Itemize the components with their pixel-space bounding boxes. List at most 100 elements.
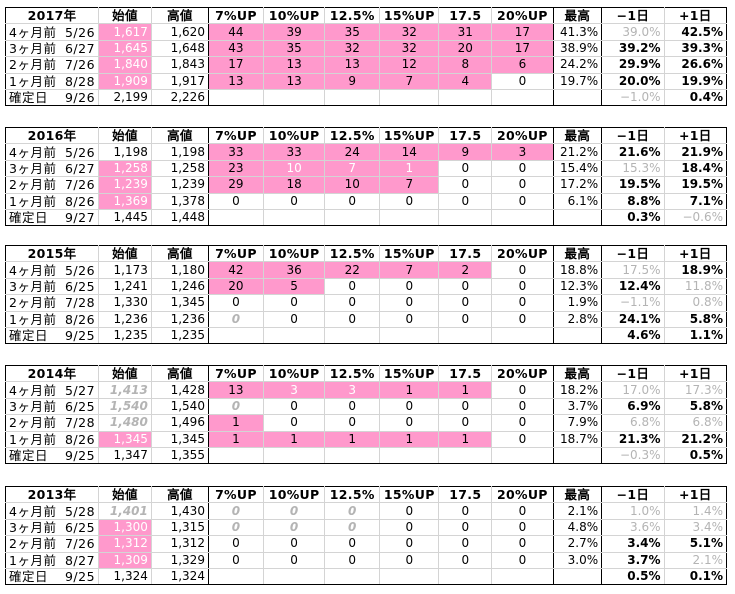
open-price[interactable]: 1,198 [98, 143, 152, 161]
minus1-day[interactable]: 8.8% [601, 193, 665, 210]
max-rate[interactable] [553, 447, 603, 465]
up-count-17.5[interactable]: 0 [438, 160, 493, 178]
minus1-day[interactable]: 39.2% [601, 40, 665, 58]
row-label[interactable]: 4ヶ月前 5/26 [4, 23, 100, 41]
open-price[interactable]: 1,369 [98, 193, 152, 210]
column-header[interactable]: 12.5% [324, 485, 381, 504]
column-header[interactable]: 15%UP [379, 6, 440, 25]
plus1-day[interactable]: −0.6% [664, 209, 728, 227]
up-count-12.5%[interactable] [324, 447, 381, 465]
max-rate[interactable] [553, 209, 603, 227]
up-count-12.5%[interactable]: 0 [324, 552, 381, 569]
up-count-15%UP[interactable]: 0 [379, 502, 440, 520]
max-rate[interactable]: 3.0% [553, 552, 603, 569]
up-count-7%UP[interactable]: 1 [208, 431, 264, 448]
max-rate[interactable]: 2.7% [553, 535, 603, 553]
column-header[interactable]: 最高 [553, 126, 603, 145]
up-count-7%UP[interactable]: 29 [208, 176, 264, 194]
column-header[interactable]: 17.5 [438, 485, 493, 504]
plus1-day[interactable]: 21.9% [664, 143, 728, 161]
column-header[interactable]: 最高 [553, 485, 603, 504]
open-price[interactable]: 1,312 [98, 535, 152, 553]
up-count-17.5[interactable] [438, 327, 493, 345]
row-label[interactable]: 2ヶ月前 7/28 [4, 294, 100, 312]
column-header[interactable]: −1日 [601, 244, 665, 263]
year-label[interactable]: 2013年 [4, 485, 100, 504]
up-count-17.5[interactable] [438, 209, 493, 227]
minus1-day[interactable]: 3.7% [601, 552, 665, 569]
high-price[interactable]: 1,620 [151, 23, 209, 41]
up-count-10%UP[interactable]: 3 [263, 381, 326, 399]
up-count-20%UP[interactable]: 17 [491, 40, 554, 58]
open-price[interactable]: 1,347 [98, 447, 152, 465]
minus1-day[interactable]: 15.3% [601, 160, 665, 178]
up-count-12.5%[interactable]: 32 [324, 40, 381, 58]
open-price[interactable]: 1,617 [98, 23, 152, 41]
column-header[interactable]: −1日 [601, 6, 665, 25]
up-count-15%UP[interactable]: 7 [379, 73, 440, 90]
up-count-20%UP[interactable]: 0 [491, 381, 554, 399]
up-count-10%UP[interactable] [263, 327, 326, 345]
up-count-7%UP[interactable]: 0 [208, 519, 264, 537]
up-count-20%UP[interactable]: 0 [491, 294, 554, 312]
minus1-day[interactable]: −1.0% [601, 89, 665, 107]
up-count-7%UP[interactable] [208, 568, 264, 586]
row-label[interactable]: 確定日 9/25 [4, 327, 100, 345]
up-count-7%UP[interactable]: 13 [208, 73, 264, 90]
up-count-10%UP[interactable]: 36 [263, 261, 326, 279]
plus1-day[interactable]: 3.4% [664, 519, 728, 537]
up-count-7%UP[interactable]: 0 [208, 193, 264, 210]
up-count-10%UP[interactable]: 0 [263, 502, 326, 520]
up-count-7%UP[interactable] [208, 327, 264, 345]
up-count-10%UP[interactable]: 0 [263, 193, 326, 210]
plus1-day[interactable]: 26.6% [664, 56, 728, 74]
up-count-10%UP[interactable]: 5 [263, 278, 326, 296]
minus1-day[interactable]: 17.0% [601, 381, 665, 399]
column-header[interactable]: −1日 [601, 364, 665, 383]
minus1-day[interactable]: 24.1% [601, 311, 665, 328]
plus1-day[interactable]: 18.9% [664, 261, 728, 279]
max-rate[interactable]: 17.2% [553, 176, 603, 194]
up-count-10%UP[interactable]: 10 [263, 160, 326, 178]
column-header[interactable]: −1日 [601, 485, 665, 504]
up-count-20%UP[interactable]: 0 [491, 193, 554, 210]
column-header[interactable]: 高値 [151, 6, 209, 25]
high-price[interactable]: 1,540 [151, 398, 209, 416]
column-header[interactable]: 7%UP [208, 126, 264, 145]
column-header[interactable]: 10%UP [263, 244, 326, 263]
up-count-12.5%[interactable]: 0 [324, 535, 381, 553]
column-header[interactable]: 始値 [98, 126, 152, 145]
column-header[interactable]: 15%UP [379, 485, 440, 504]
row-label[interactable]: 2ヶ月前 7/26 [4, 56, 100, 74]
plus1-day[interactable]: 0.4% [664, 89, 728, 107]
up-count-20%UP[interactable]: 0 [491, 311, 554, 328]
column-header[interactable]: 始値 [98, 485, 152, 504]
open-price[interactable]: 1,445 [98, 209, 152, 227]
open-price[interactable]: 1,173 [98, 261, 152, 279]
up-count-15%UP[interactable] [379, 89, 440, 107]
column-header[interactable]: 15%UP [379, 364, 440, 383]
up-count-7%UP[interactable]: 0 [208, 398, 264, 416]
up-count-17.5[interactable]: 31 [438, 23, 493, 41]
up-count-10%UP[interactable]: 39 [263, 23, 326, 41]
up-count-20%UP[interactable]: 0 [491, 519, 554, 537]
column-header[interactable]: 15%UP [379, 126, 440, 145]
up-count-10%UP[interactable]: 0 [263, 552, 326, 569]
high-price[interactable]: 1,843 [151, 56, 209, 74]
max-rate[interactable]: 18.2% [553, 381, 603, 399]
open-price[interactable]: 1,324 [98, 568, 152, 586]
up-count-15%UP[interactable]: 32 [379, 40, 440, 58]
max-rate[interactable]: 38.9% [553, 40, 603, 58]
up-count-15%UP[interactable]: 32 [379, 23, 440, 41]
column-header[interactable]: +1日 [664, 244, 728, 263]
open-price[interactable]: 1,480 [98, 414, 152, 432]
up-count-10%UP[interactable]: 18 [263, 176, 326, 194]
up-count-15%UP[interactable]: 0 [379, 278, 440, 296]
up-count-17.5[interactable]: 2 [438, 261, 493, 279]
up-count-15%UP[interactable]: 0 [379, 311, 440, 328]
up-count-17.5[interactable]: 0 [438, 294, 493, 312]
up-count-20%UP[interactable]: 6 [491, 56, 554, 74]
up-count-15%UP[interactable]: 0 [379, 398, 440, 416]
row-label[interactable]: 4ヶ月前 5/26 [4, 261, 100, 279]
up-count-15%UP[interactable] [379, 209, 440, 227]
